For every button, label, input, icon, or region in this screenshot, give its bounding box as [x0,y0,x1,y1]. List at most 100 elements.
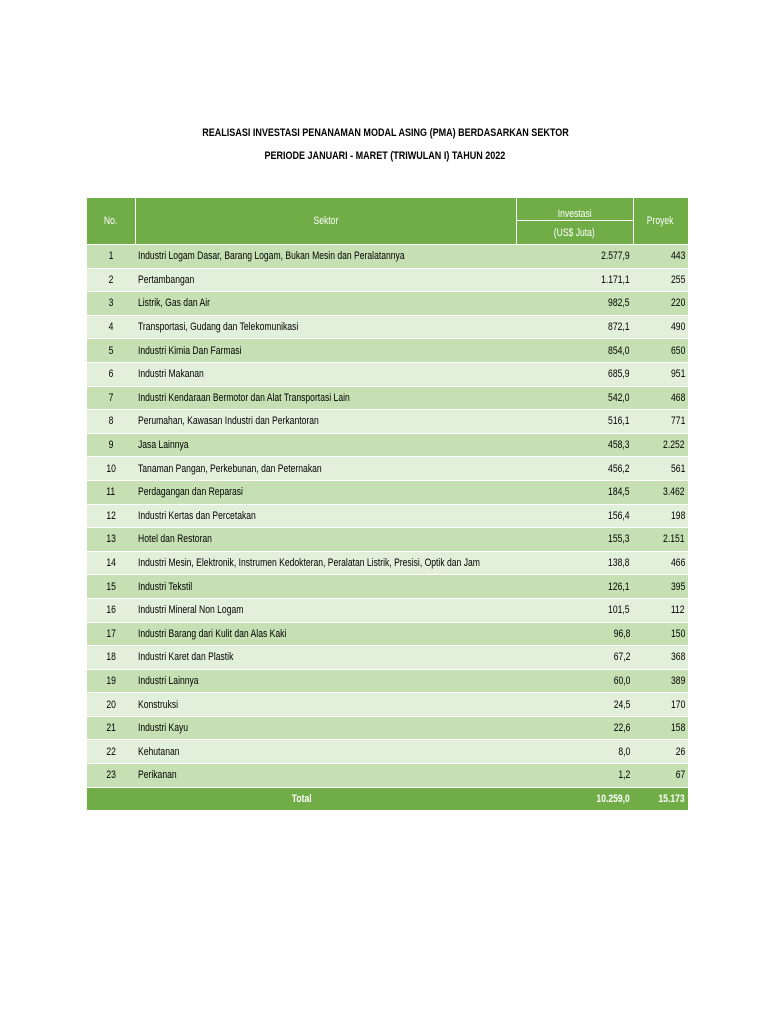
table-row: 7 Industri Kendaraan Bermotor dan Alat Tr… [87,386,688,411]
cell-text: 138,8 [608,557,630,570]
cell-text: 255 [670,273,685,286]
table-cell: 1.171,1 [516,268,633,293]
table-body: 1 Industri Logam Dasar, Barang Logam, Buk… [87,244,688,812]
cell-text: 67,2 [613,651,630,664]
table-row: 1 Industri Logam Dasar, Barang Logam, Buk… [87,244,688,269]
cell-text: 458,3 [608,439,630,452]
table-cell: Hotel dan Restoran [135,527,516,552]
table-cell: 126,1 [516,574,633,599]
cell-text: 23 [106,769,116,782]
table-row: 4 Transportasi, Gudang dan Telekomunikasi… [87,315,688,340]
table-cell: 20 [87,692,135,717]
table-cell: 561 [633,456,688,481]
table-cell: Total [87,787,516,812]
cell-text: 12 [106,509,116,522]
cell-text: 8 [108,415,114,428]
table-cell: 13 [87,527,135,552]
table-cell: 18 [87,645,135,670]
table-cell: 2 [87,268,135,293]
table-row: 12 Industri Kertas dan Percetakan 156,4 198 [87,504,688,529]
table-cell: 15.173 [633,787,688,812]
cell-text: Pertambangan [138,273,195,286]
subtitle: PERIODE JANUARI - MARET (TRIWULAN I) TAH… [0,150,770,162]
table-cell: Jasa Lainnya [135,433,516,458]
cell-text: 1 [108,250,114,263]
table-cell: 5 [87,338,135,363]
cell-text: 156,4 [608,509,630,522]
table-cell: 60,0 [516,669,633,694]
table-cell: Industri Mesin, Elektronik, Instrumen Ke… [135,551,516,576]
cell-text: 561 [670,462,685,475]
cell-text: Industri Logam Dasar, Barang Logam, Buka… [138,250,405,263]
cell-text: 951 [670,368,685,381]
table-cell: 24,5 [516,692,633,717]
cell-text: 2.151 [663,533,685,546]
cell-text: Tanaman Pangan, Perkebunan, dan Peternak… [138,462,322,475]
table-cell: 490 [633,315,688,340]
table-cell: 255 [633,268,688,293]
header-text: No. [104,215,118,227]
header-cell: Sektor [135,198,517,245]
table-cell: 14 [87,551,135,576]
cell-text: 6 [108,368,114,381]
table-cell: Industri Kimia Dan Farmasi [135,338,516,363]
cell-text: 3.462 [663,486,685,499]
cell-text: 7 [108,391,114,404]
table-row: 19 Industri Lainnya 60,0 389 [87,669,688,694]
table-row: 18 Industri Karet dan Plastik 67,2 368 [87,645,688,670]
cell-text: 198 [670,509,685,522]
cell-text: 389 [670,674,685,687]
table-cell: Pertambangan [135,268,516,293]
cell-text: Perdagangan dan Reparasi [138,486,243,499]
table-cell: Industri Kayu [135,716,516,741]
cell-text: 516,1 [608,415,630,428]
table-cell: 16 [87,598,135,623]
table-cell: 3.462 [633,480,688,505]
table-cell: 198 [633,504,688,529]
cell-text: 443 [670,250,685,263]
cell-text: 184,5 [608,486,630,499]
cell-text: 22,6 [613,722,630,735]
table-cell: Listrik, Gas dan Air [135,291,516,316]
table-row: 15 Industri Tekstil 126,1 395 [87,574,688,599]
table-cell: 368 [633,645,688,670]
cell-text: 67 [675,769,685,782]
table-cell: 19 [87,669,135,694]
cell-text: 395 [670,580,685,593]
table-cell: 23 [87,763,135,788]
cell-text: 2.252 [663,439,685,452]
table-cell: 1 [87,244,135,269]
table-row: 16 Industri Mineral Non Logam 101,5 112 [87,598,688,623]
table-cell: 22,6 [516,716,633,741]
cell-text: 158 [670,722,685,735]
cell-text: 220 [670,297,685,310]
cell-text: Industri Mesin, Elektronik, Instrumen Ke… [138,557,480,570]
cell-text: 126,1 [608,580,630,593]
table-cell: Industri Karet dan Plastik [135,645,516,670]
table-cell: 1,2 [516,763,633,788]
cell-text: 982,5 [608,297,630,310]
table-cell: Industri Makanan [135,362,516,387]
cell-text: 11 [106,486,116,499]
table-cell: 458,3 [516,433,633,458]
cell-text: Industri Lainnya [138,674,199,687]
table-cell: Industri Logam Dasar, Barang Logam, Buka… [135,244,516,269]
table: No. Sektor Investasi Proyek (US$ Juta) 1… [87,198,689,812]
table-cell: 158 [633,716,688,741]
table-cell: 220 [633,291,688,316]
table-row: 3 Listrik, Gas dan Air 982,5 220 [87,291,688,316]
table-cell: 10.259,0 [516,787,633,812]
subtitle-text: PERIODE JANUARI - MARET (TRIWULAN I) TAH… [264,150,506,162]
table-cell: 22 [87,739,135,765]
title: REALISASI INVESTASI PENANAMAN MODAL ASIN… [0,127,770,139]
cell-text: Industri Kimia Dan Farmasi [138,344,242,357]
table-cell: 7 [87,386,135,411]
table-cell: 184,5 [516,480,633,505]
table-row: 6 Industri Makanan 685,9 951 [87,362,688,387]
table-cell: Perumahan, Kawasan Industri dan Perkanto… [135,409,516,434]
cell-text: 3 [108,297,114,310]
table-row: 9 Jasa Lainnya 458,3 2.252 [87,433,688,458]
cell-text: 368 [670,651,685,664]
header-text: Investasi [557,208,592,221]
